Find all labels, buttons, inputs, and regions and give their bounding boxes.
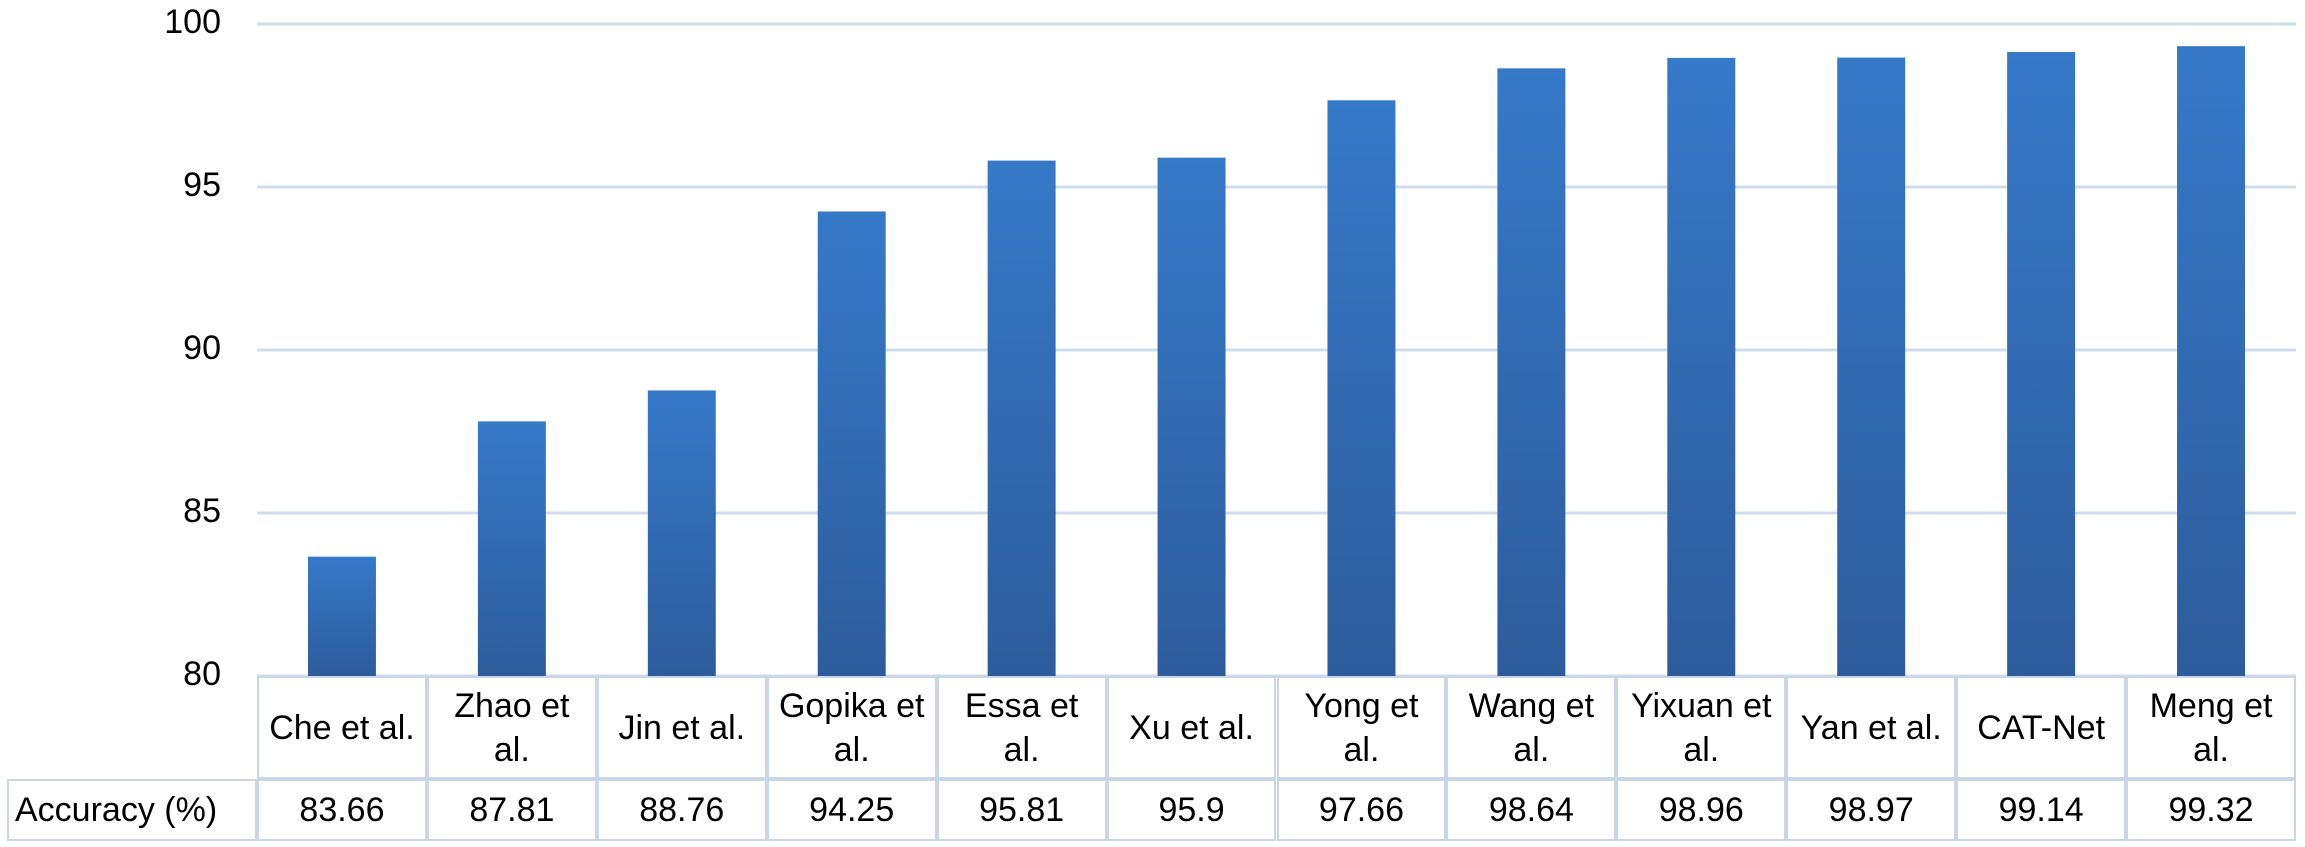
bar [307, 556, 376, 676]
y-tick-label: 90 [183, 329, 221, 367]
value-cell: 94.25 [766, 779, 937, 841]
bar [817, 211, 886, 676]
category-label: Jin et al. [596, 676, 767, 779]
category-label: Zhao et al. [426, 676, 597, 779]
y-tick-label: 95 [183, 166, 221, 204]
value-cell: 98.64 [1446, 779, 1617, 841]
bar [2177, 46, 2246, 677]
value-cell: 95.81 [936, 779, 1107, 841]
value-cell: 98.96 [1616, 779, 1787, 841]
value-cell: 97.66 [1276, 779, 1447, 841]
value-cell: 95.9 [1106, 779, 1277, 841]
value-cell: 88.76 [596, 779, 767, 841]
value-cell: 87.81 [426, 779, 597, 841]
category-label: Yan et al. [1786, 676, 1957, 779]
category-label: Meng et al. [2126, 676, 2296, 779]
category-label: Essa et al. [936, 676, 1107, 779]
bar [647, 390, 716, 676]
bar [477, 421, 546, 676]
legend-entry: Accuracy (%) [7, 779, 257, 841]
bar [987, 160, 1056, 676]
bar [1497, 68, 1566, 676]
value-cell: 99.32 [2126, 779, 2296, 841]
bar [2007, 52, 2076, 676]
category-label: Che et al. [257, 676, 427, 779]
value-cell: 99.14 [1956, 779, 2127, 841]
bar [1667, 57, 1736, 677]
y-tick-label: 85 [183, 492, 221, 530]
category-label: Yixuan et al. [1616, 676, 1787, 779]
bar [1157, 157, 1226, 676]
category-label: Gopika et al. [766, 676, 937, 779]
y-tick-label: 80 [183, 655, 221, 693]
bar [1837, 57, 1906, 676]
y-tick-label: 100 [164, 3, 221, 41]
category-label: Wang et al. [1446, 676, 1617, 779]
category-label: Xu et al. [1106, 676, 1277, 779]
category-label: CAT-Net [1956, 676, 2127, 779]
value-cell: 98.97 [1786, 779, 1957, 841]
category-label: Yong et al. [1276, 676, 1447, 779]
bar [1327, 100, 1396, 676]
value-cell: 83.66 [257, 779, 427, 841]
